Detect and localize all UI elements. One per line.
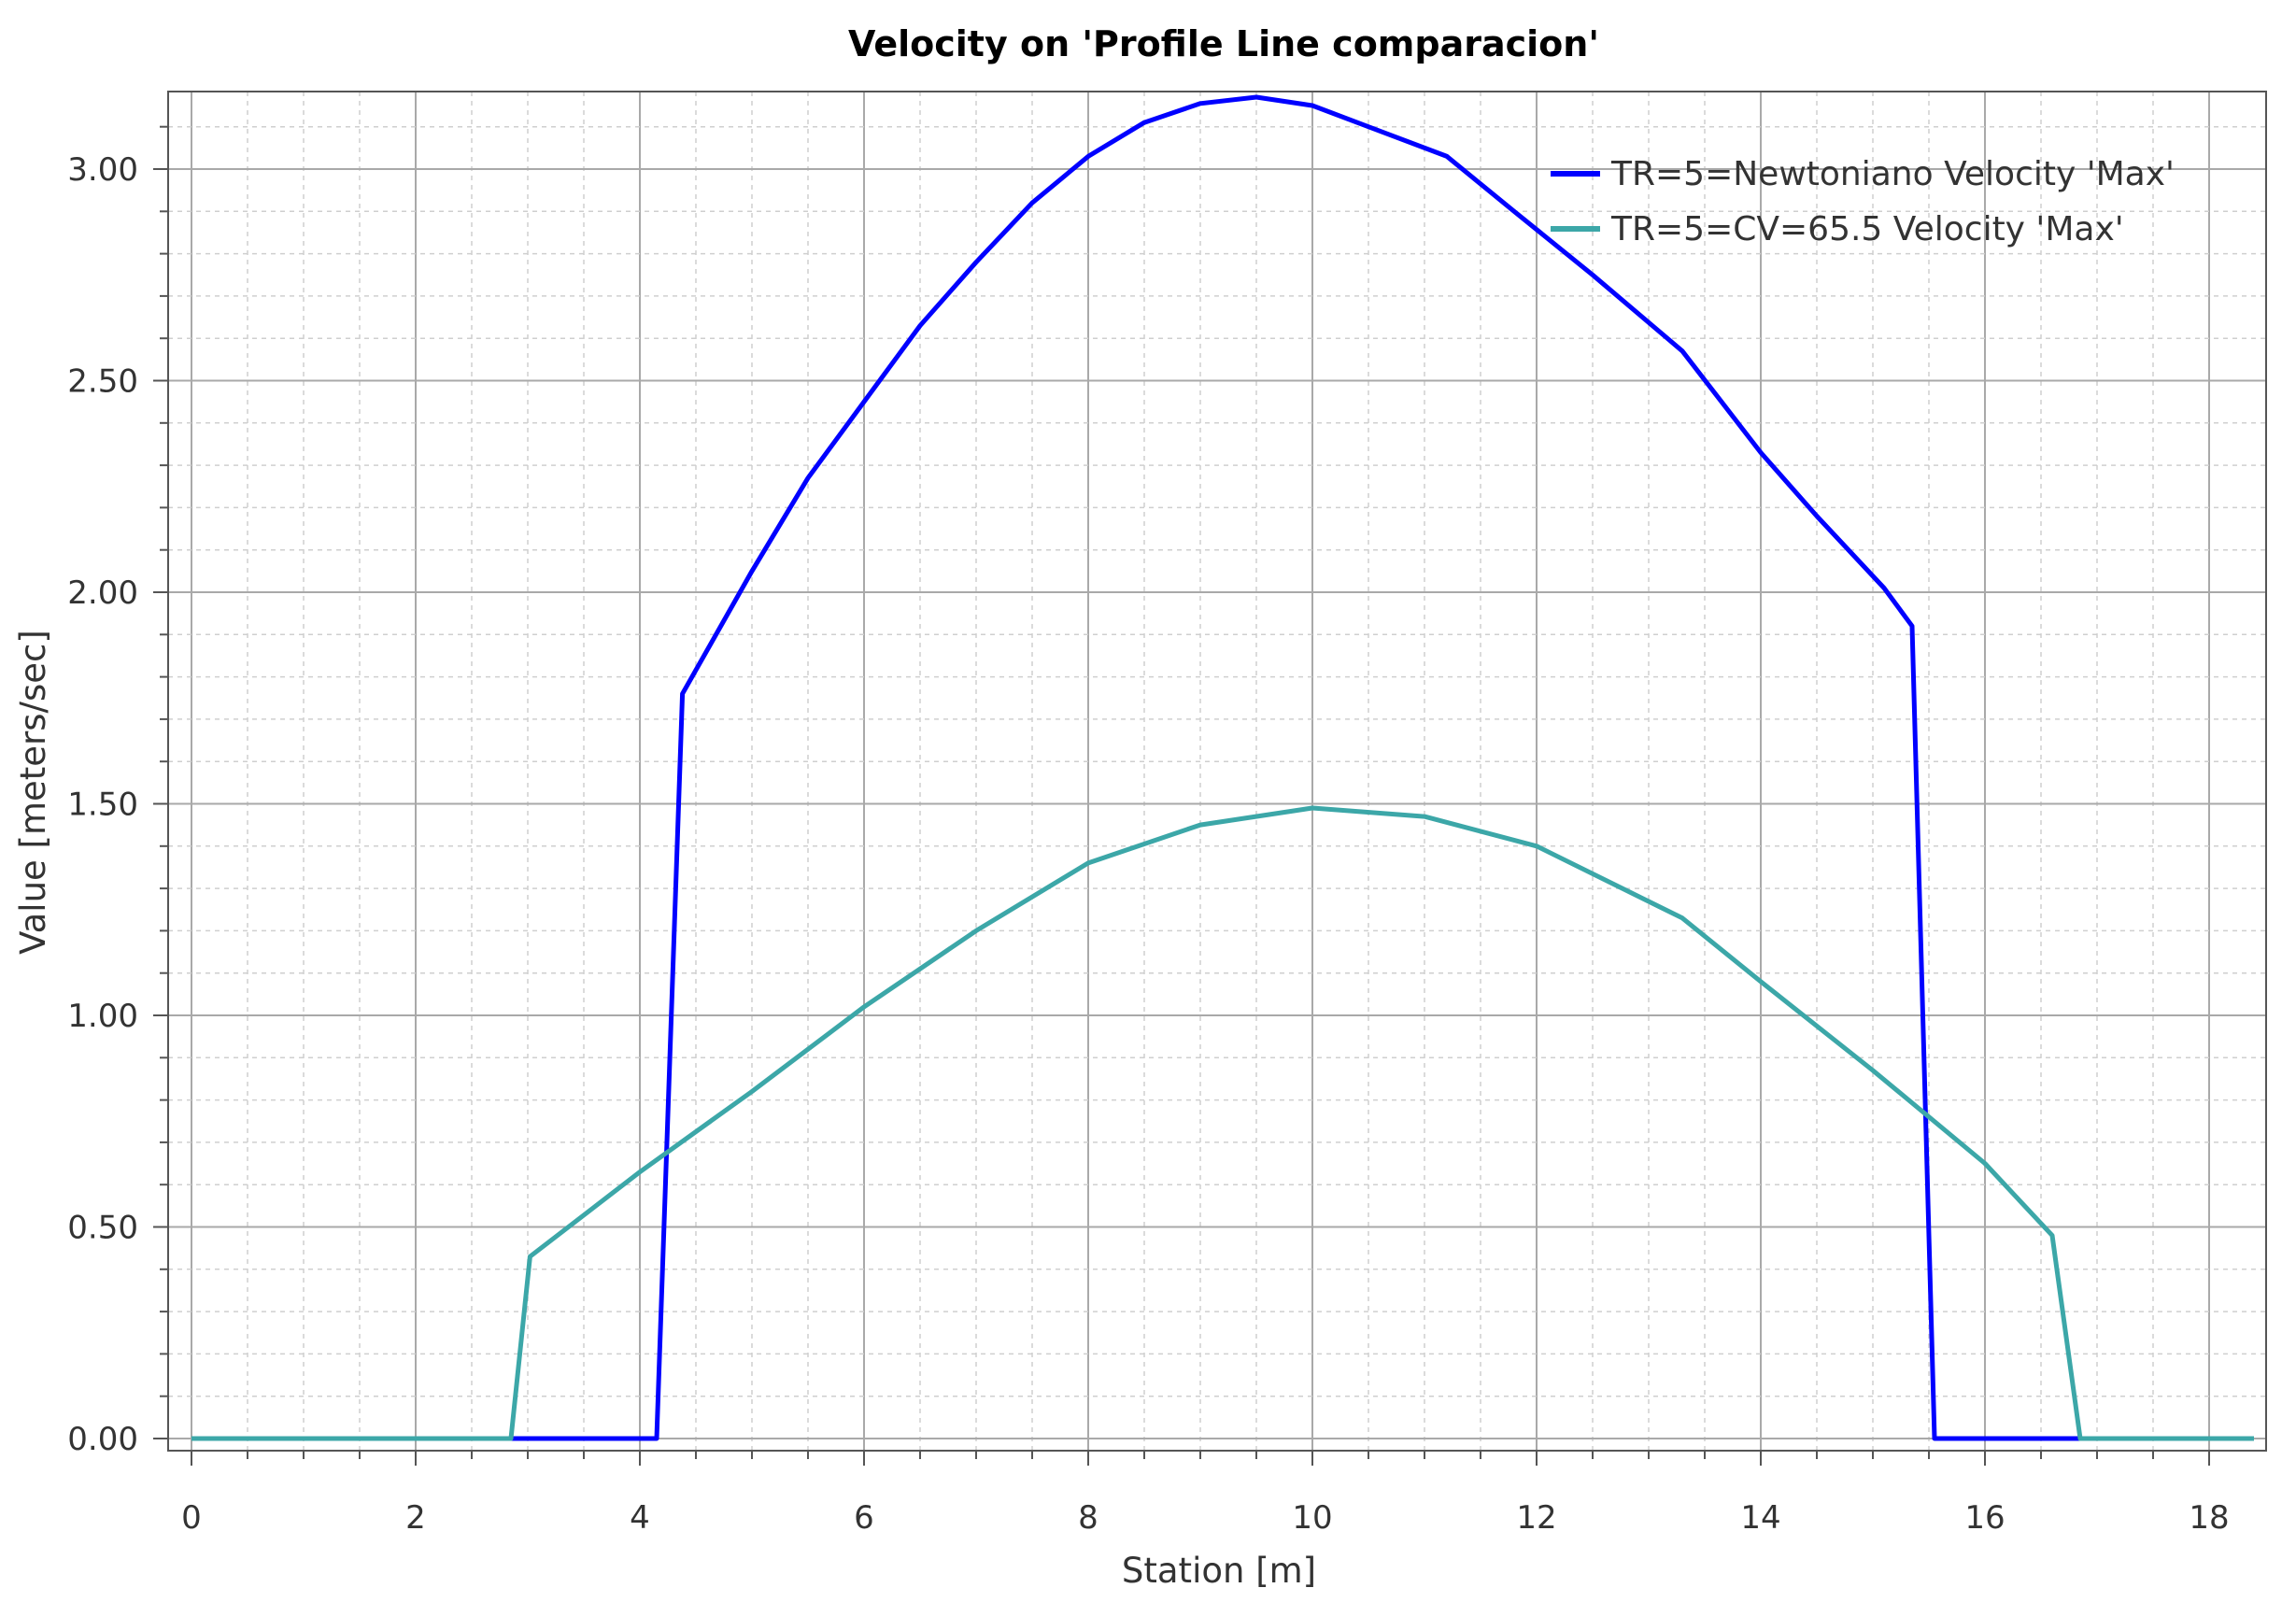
x-tick-label: 18 bbox=[2189, 1499, 2229, 1537]
x-tick-label: 8 bbox=[1078, 1499, 1098, 1537]
legend: TR=5=Newtoniano Velocity 'Max' TR=5=CV=6… bbox=[1551, 155, 2175, 248]
y-tick-label: 2.00 bbox=[67, 574, 138, 612]
x-tick-label: 14 bbox=[1740, 1499, 1780, 1537]
x-tick-label: 12 bbox=[1516, 1499, 1556, 1537]
series-layer bbox=[191, 94, 2254, 1441]
y-tick-label: 3.00 bbox=[67, 151, 138, 189]
x-axis-label: Station [m] bbox=[1122, 1551, 1316, 1591]
legend-label-cv-65-5: TR=5=CV=65.5 Velocity 'Max' bbox=[1610, 210, 2124, 248]
series-line-cv-65-5 bbox=[191, 805, 2254, 1441]
y-tick-label: 0.50 bbox=[67, 1210, 138, 1247]
series-line-newtoniano bbox=[191, 94, 2254, 1441]
y-tick-label: 0.00 bbox=[67, 1421, 138, 1458]
ticks: 0 2 4 6 8 10 12 14 16 18 0.00 0.50 1.00 1.50 2.00 2.50 3… bbox=[67, 125, 2230, 1537]
x-tick-label: 6 bbox=[854, 1499, 874, 1537]
x-tick-label: 4 bbox=[630, 1499, 650, 1537]
x-tick-label: 10 bbox=[1292, 1499, 1332, 1537]
y-tick-label: 2.50 bbox=[67, 363, 138, 401]
legend-label-newtoniano: TR=5=Newtoniano Velocity 'Max' bbox=[1610, 155, 2175, 193]
y-axis-label: Value [meters/sec] bbox=[13, 630, 53, 955]
plot-area-border bbox=[167, 91, 2267, 1452]
x-tick-label: 0 bbox=[181, 1499, 202, 1537]
y-tick-label: 1.00 bbox=[67, 998, 138, 1035]
x-tick-label: 2 bbox=[405, 1499, 426, 1537]
x-tick-label: 16 bbox=[1964, 1499, 2005, 1537]
y-tick-label: 1.50 bbox=[67, 787, 138, 824]
chart-title: Velocity on 'Profile Line comparacion' bbox=[848, 23, 1599, 64]
